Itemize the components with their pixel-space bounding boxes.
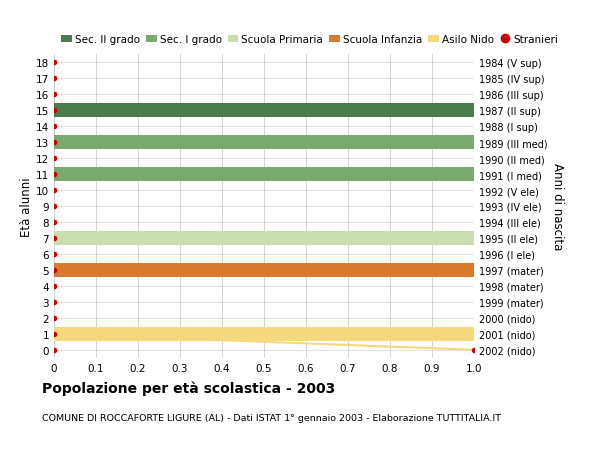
Text: Popolazione per età scolastica - 2003: Popolazione per età scolastica - 2003 — [42, 381, 335, 396]
Bar — [54, 104, 474, 118]
Bar — [54, 327, 474, 341]
Bar — [54, 232, 474, 245]
Bar — [54, 168, 474, 181]
Text: COMUNE DI ROCCAFORTE LIGURE (AL) - Dati ISTAT 1° gennaio 2003 - Elaborazione TUT: COMUNE DI ROCCAFORTE LIGURE (AL) - Dati … — [42, 413, 501, 422]
Y-axis label: Anni di nascita: Anni di nascita — [551, 163, 564, 250]
Legend: Sec. II grado, Sec. I grado, Scuola Primaria, Scuola Infanzia, Asilo Nido, Stran: Sec. II grado, Sec. I grado, Scuola Prim… — [59, 33, 561, 47]
Bar — [54, 263, 474, 277]
Y-axis label: Età alunni: Età alunni — [20, 177, 33, 236]
Bar — [54, 136, 474, 150]
